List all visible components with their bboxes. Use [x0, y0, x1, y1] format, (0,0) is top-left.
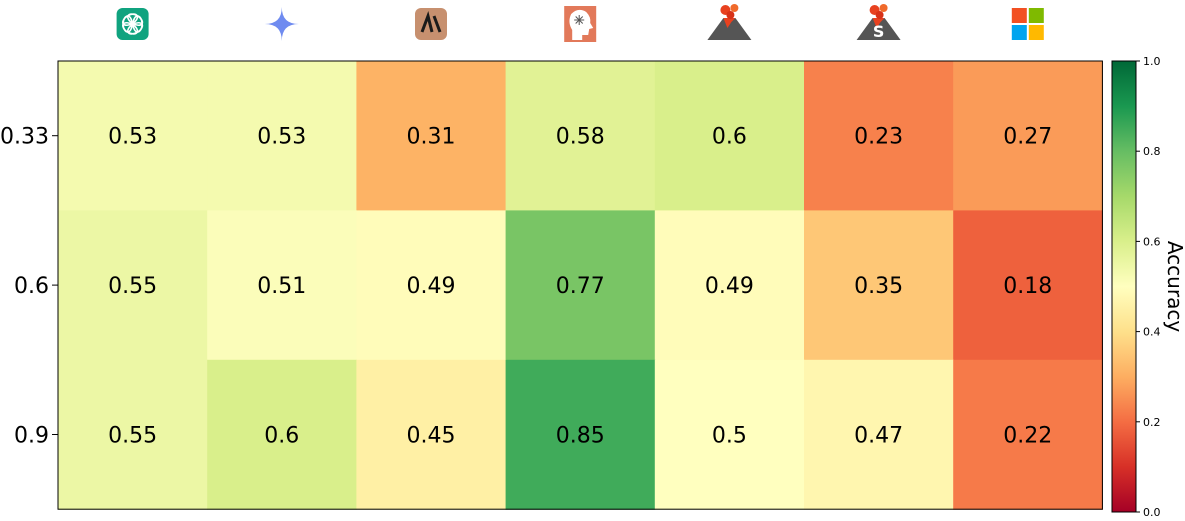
cell-value-label: 0.51: [257, 274, 306, 299]
svg-text:S: S: [873, 22, 885, 41]
heatmap-cell: [356, 359, 507, 510]
heatmap-cell: [207, 61, 357, 211]
cell-value-label: 0.53: [108, 125, 157, 150]
cell-value-label: 0.18: [1003, 274, 1052, 299]
cell-value-label: 0.49: [407, 274, 456, 299]
colorbar-tick-label: 1.0: [1143, 55, 1161, 68]
heatmap-cell: [804, 210, 954, 361]
cell-value-label: 0.58: [556, 125, 605, 150]
colorbar-tick-label: 0.4: [1143, 326, 1161, 339]
cell-value-label: 0.55: [108, 424, 157, 449]
heatmap-cell: [58, 210, 208, 361]
heatmap-cell: [207, 359, 357, 510]
gemini-sparkle-icon: [264, 7, 299, 41]
y-tick-label: 0.6: [14, 274, 49, 299]
heatmap-cell: [207, 210, 357, 361]
y-axis-ticks: 0.33 0.6 0.9: [0, 125, 58, 449]
cell-value-label: 0.53: [257, 125, 306, 150]
anthropic-logo-icon: [415, 8, 447, 40]
colorbar-tick-label: 0.0: [1143, 506, 1161, 519]
cell-value-label: 0.45: [407, 424, 456, 449]
colorbar: 0.0 0.2 0.4 0.6 0.8 1.0 Accuracy: [1111, 55, 1185, 519]
heatmap-cell: [654, 359, 805, 510]
heatmap-cell: [953, 210, 1103, 361]
colorbar-ticks: 0.0 0.2 0.4 0.6 0.8 1.0: [1136, 55, 1161, 519]
heatmap-cell: [804, 61, 954, 211]
heatmap-cell: [654, 61, 805, 211]
heatmap-cells: 0.53 0.53 0.31 0.58 0.6 0.23 0.27 0.55 0.51 0.49 0…: [58, 61, 1103, 510]
heatmap-cell: [356, 61, 507, 211]
y-tick-label: 0.9: [14, 424, 49, 449]
heatmap-cell: [654, 210, 805, 361]
y-tick-label: 0.33: [0, 125, 49, 150]
volcano-icon: [707, 4, 752, 40]
cell-value-label: 0.23: [854, 125, 903, 150]
heatmap-cell: [505, 210, 656, 361]
colorbar-tick-label: 0.8: [1143, 145, 1161, 158]
heatmap-cell: [58, 61, 208, 211]
heatmap-cell: [505, 359, 656, 510]
cell-value-label: 0.5: [712, 424, 747, 449]
cell-value-label: 0.22: [1003, 424, 1052, 449]
volcano-s-icon: S: [856, 4, 901, 41]
cell-value-label: 0.77: [556, 274, 605, 299]
colorbar-tick-label: 0.6: [1143, 235, 1161, 248]
cell-value-label: 0.6: [264, 424, 299, 449]
cell-value-label: 0.31: [407, 125, 456, 150]
cell-value-label: 0.49: [705, 274, 754, 299]
heatmap-cell: [356, 210, 507, 361]
column-icons: S: [116, 4, 1044, 42]
cell-value-label: 0.85: [556, 424, 605, 449]
cell-value-label: 0.47: [854, 424, 903, 449]
cell-value-label: 0.35: [854, 274, 903, 299]
colorbar-tick-label: 0.2: [1143, 416, 1161, 429]
cell-value-label: 0.6: [712, 125, 747, 150]
heatmap-cell: [505, 61, 656, 211]
colorbar-gradient: [1111, 60, 1137, 513]
microsoft-logo-icon: [1011, 8, 1044, 40]
heatmap-cell: [58, 359, 208, 510]
colorbar-label: Accuracy: [1163, 241, 1185, 332]
heatmap-cell: [953, 359, 1103, 510]
openai-logo-icon: [116, 8, 149, 40]
heatmap-cell: [953, 61, 1103, 211]
cell-value-label: 0.27: [1003, 125, 1052, 150]
heatmap-cell: [804, 359, 954, 510]
cell-value-label: 0.55: [108, 274, 157, 299]
head-brain-icon: [564, 6, 597, 42]
